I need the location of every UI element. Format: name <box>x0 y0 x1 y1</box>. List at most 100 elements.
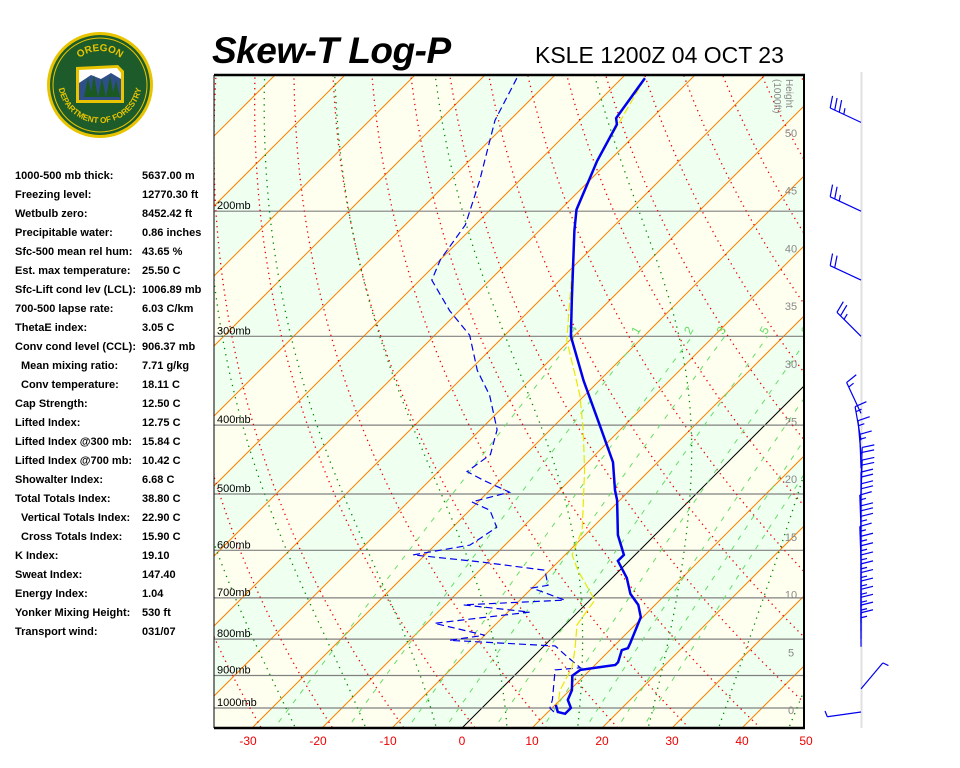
mixing-ratio-line <box>346 335 640 728</box>
stat-label: Lifted Index @700 mb: <box>15 455 133 467</box>
wind-barb-flag <box>862 456 875 461</box>
wind-barb-flag <box>857 416 870 422</box>
wind-barb-flag <box>860 551 874 556</box>
svg-text:OREGON: OREGON <box>75 43 125 61</box>
isotherm <box>214 75 346 207</box>
wind-barb-staff <box>859 434 862 469</box>
pressure-level-label: 700mb <box>217 587 251 599</box>
dry-adiabat <box>867 54 960 732</box>
stat-value: 7.71 g/kg <box>142 360 190 372</box>
height-tick-label: 5 <box>788 647 794 659</box>
stat-label: Cross Totals Index: <box>21 531 123 543</box>
wind-barb-half-flag <box>860 539 868 542</box>
temperature-tick-label: 50 <box>799 734 813 748</box>
moist-adiabat <box>263 75 437 728</box>
mixing-ratio-line <box>444 336 726 728</box>
dry-adiabat <box>81 54 192 732</box>
wind-barb-flag <box>834 97 838 111</box>
wind-barb-staff <box>829 107 862 123</box>
stat-label: Mean mixing ratio: <box>21 360 119 372</box>
stat-label: Lifted Index @300 mb: <box>15 436 133 448</box>
height-tick-label: 20 <box>785 474 797 486</box>
stat-value: 906.37 mb <box>142 341 196 353</box>
isotherm <box>214 105 804 697</box>
stat-value: 6.68 C <box>142 474 175 486</box>
wind-barb-flag <box>860 468 874 473</box>
wind-barb-flag <box>829 253 834 266</box>
wind-barb-half-flag <box>860 583 868 587</box>
stat-label: Precipitable water: <box>15 227 113 239</box>
wind-barb <box>860 609 874 647</box>
mixing-ratio-line <box>407 336 693 728</box>
wind-barb-flag <box>860 512 874 517</box>
stat-label: Energy Index: <box>15 588 88 600</box>
dewpoint-trace <box>413 77 582 714</box>
wind-barb <box>846 374 862 414</box>
moist-adiabat <box>593 75 693 728</box>
wind-barb-half-flag <box>860 600 868 603</box>
height-tick-label: 35 <box>785 301 797 313</box>
pressure-level-label: 1000mb <box>217 697 257 709</box>
wind-barb-half-flag <box>860 557 868 561</box>
wind-barb-staff <box>836 311 862 337</box>
stat-label: Cap Strength: <box>15 398 88 410</box>
wind-barb-flag <box>860 480 874 485</box>
stat-label: 700-500 lapse rate: <box>15 303 114 315</box>
wind-barb-half-flag <box>882 662 889 667</box>
wind-barb <box>829 253 862 281</box>
wind-barb <box>836 301 862 337</box>
dry-adiabat <box>943 54 960 732</box>
temperature-tick-label: 40 <box>735 734 749 748</box>
wind-barb-flag <box>860 569 874 574</box>
temperature-tick-label: 20 <box>595 734 609 748</box>
height-tick-label: 0 <box>788 705 794 717</box>
height-tick-label: 15 <box>785 532 797 544</box>
wind-barb-flag <box>829 95 834 109</box>
wind-barb <box>829 95 862 123</box>
wind-barb <box>860 662 889 690</box>
stat-value: 43.65 % <box>142 246 183 258</box>
pressure-level-label: 400mb <box>217 414 251 426</box>
zero-isotherm <box>461 385 804 728</box>
stat-value: 6.03 C/km <box>142 303 194 315</box>
stat-label: ThetaE index: <box>15 322 88 334</box>
wind-barb-flag <box>860 542 874 547</box>
dry-adiabat <box>293 75 548 728</box>
wind-barb-half-flag <box>860 615 868 619</box>
isotherm <box>214 75 416 277</box>
wind-barb-flag <box>860 560 874 565</box>
wind-barb-staff <box>829 265 862 281</box>
wind-barb-flag <box>859 491 872 496</box>
pressure-level-label: 200mb <box>217 200 251 212</box>
stat-value: 15.90 C <box>142 531 181 543</box>
oregon-forestry-logo: OREGON DEPARTMENT OF FORESTRY <box>47 32 153 138</box>
wind-barb-half-flag <box>860 608 868 611</box>
isotherm <box>214 75 766 627</box>
height-tick-label: 40 <box>785 243 797 255</box>
height-tick-label: 50 <box>785 128 797 140</box>
temperature-tick-label: 10 <box>525 734 539 748</box>
wind-barb-half-flag <box>860 548 868 552</box>
stat-label: Freezing level: <box>15 189 92 201</box>
wind-barb-flag <box>860 609 874 614</box>
stat-value: 12770.30 ft <box>142 189 199 201</box>
wind-barb-flag <box>834 186 838 200</box>
temperature-tick-label: -10 <box>379 734 397 748</box>
wind-barb-half-flag <box>843 108 846 115</box>
stat-label: Showalter Index: <box>15 474 104 486</box>
moist-adiabat <box>788 689 804 728</box>
wind-barb-half-flag <box>860 592 868 595</box>
stat-label: 1000-500 mb thick: <box>15 170 114 182</box>
stat-value: 8452.42 ft <box>142 208 193 220</box>
stat-label: Transport wind: <box>15 626 98 638</box>
stat-value: 0.86 inches <box>142 227 202 239</box>
wind-barb-flag <box>860 593 874 598</box>
stat-value: 3.05 C <box>142 322 175 334</box>
wind-barb-half-flag <box>858 423 865 427</box>
height-axis-title: Height <box>783 79 794 108</box>
height-tick-label: 10 <box>785 590 797 602</box>
wind-barb-half-flag <box>860 519 868 522</box>
isotherm <box>0 75 205 728</box>
stat-label: Est. max temperature: <box>15 265 131 277</box>
wind-barb-half-flag <box>855 408 862 413</box>
